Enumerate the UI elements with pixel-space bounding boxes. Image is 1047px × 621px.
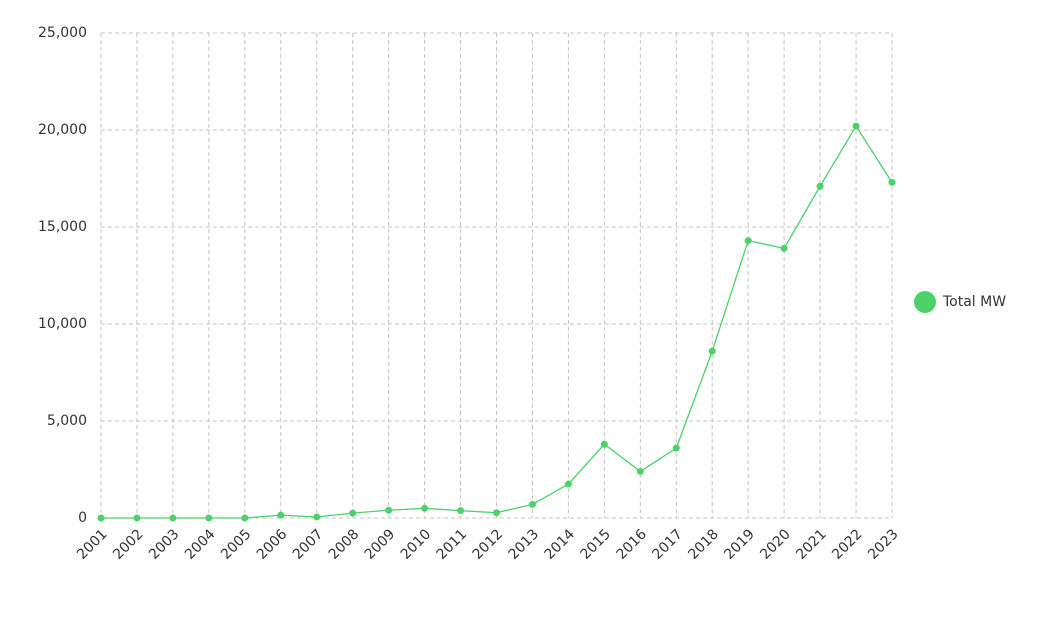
x-tick-label: 2023	[865, 526, 902, 563]
x-tick-label: 2007	[290, 526, 327, 563]
x-tick-label: 2008	[326, 526, 363, 563]
legend-label: Total MW	[942, 294, 1006, 310]
x-tick-label: 2009	[362, 526, 399, 563]
x-tick-label: 2003	[146, 526, 183, 563]
y-tick-label: 15,000	[38, 219, 87, 235]
y-tick-label: 25,000	[38, 25, 87, 41]
point	[313, 513, 321, 521]
x-tick-label: 2011	[434, 526, 471, 563]
point	[205, 514, 213, 522]
point	[241, 514, 249, 522]
x-tick-label: 2021	[793, 526, 830, 563]
x-tick-label: 2018	[685, 526, 722, 563]
legend-marker	[914, 291, 936, 313]
point	[457, 507, 465, 515]
point	[672, 444, 680, 452]
x-tick-label: 2006	[254, 526, 291, 563]
x-tick-label: 2012	[470, 526, 507, 563]
point	[169, 514, 177, 522]
point	[97, 514, 105, 522]
x-tick-label: 2022	[829, 526, 866, 563]
y-tick-label: 5,000	[47, 413, 87, 429]
point	[349, 509, 357, 517]
x-tick-label: 2016	[613, 526, 650, 563]
point	[564, 480, 572, 488]
point	[493, 509, 500, 517]
point	[636, 467, 644, 475]
point	[852, 122, 860, 130]
x-tick-label: 2020	[757, 526, 794, 563]
y-tick-label: 0	[78, 510, 87, 526]
x-tick-label: 2017	[649, 526, 686, 563]
y-tick-label: 10,000	[38, 316, 87, 332]
x-tick-label: 2001	[74, 526, 111, 563]
x-tick-label: 2013	[506, 526, 543, 563]
point	[528, 500, 536, 508]
point	[744, 237, 752, 245]
x-tick-label: 2014	[542, 526, 579, 563]
point	[888, 178, 896, 186]
point	[133, 514, 141, 522]
x-tick-label: 2010	[398, 526, 435, 563]
y-tick-label: 20,000	[38, 122, 87, 138]
x-tick-label: 2004	[182, 526, 219, 563]
x-tick-label: 2005	[218, 526, 255, 563]
x-tick-label: 2002	[110, 526, 147, 563]
point	[277, 511, 285, 519]
point	[385, 506, 393, 514]
point	[708, 347, 716, 355]
x-tick-label: 2015	[578, 526, 615, 563]
point	[421, 504, 429, 512]
point	[816, 182, 824, 190]
point	[780, 244, 788, 252]
point	[600, 440, 608, 448]
x-tick-label: 2019	[721, 526, 758, 563]
